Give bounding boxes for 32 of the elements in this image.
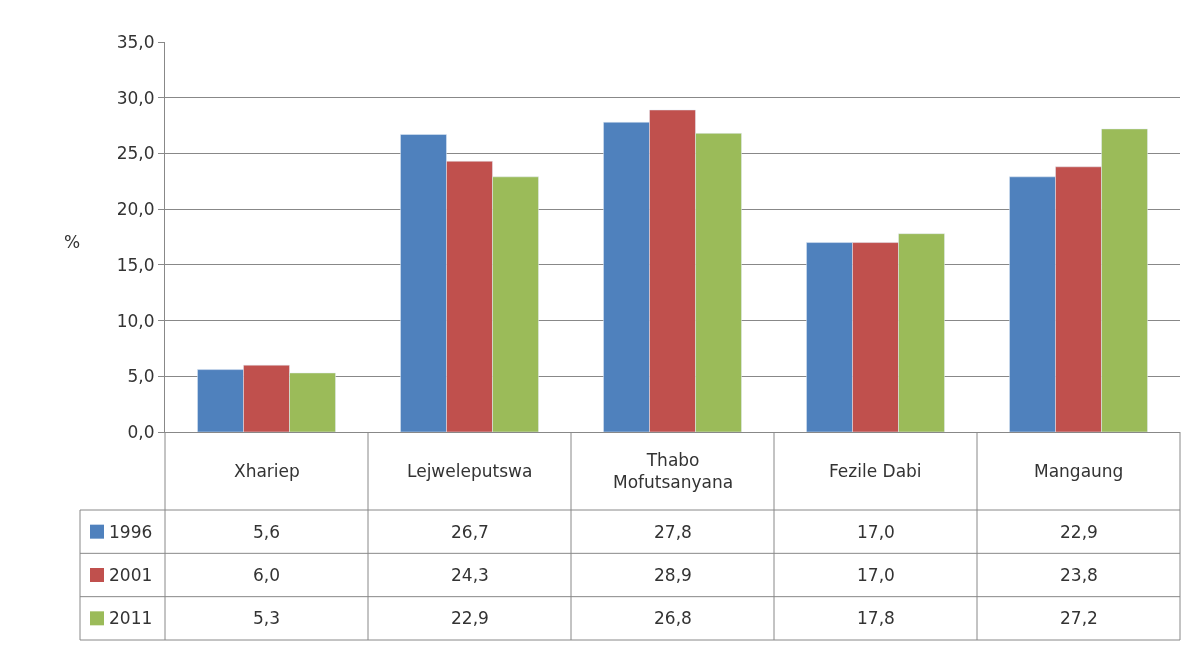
x-tick-label: Thabo Mofutsanyana: [613, 450, 734, 493]
data-label: 5,3: [253, 608, 281, 628]
data-label: 22,9: [1060, 522, 1098, 542]
y-tick-label: 20,0: [116, 199, 155, 220]
data-label: 26,7: [451, 522, 489, 542]
x-tick-label: Xhariep: [234, 461, 300, 481]
data-label: 5,6: [253, 522, 281, 542]
y-tick-label: 35,0: [116, 31, 155, 52]
y-axis-title: %: [64, 232, 81, 252]
legend-label: 1996: [109, 522, 153, 542]
legend-label: 2001: [109, 565, 153, 585]
data-label: 22,9: [451, 608, 489, 628]
y-tick-label: 0,0: [127, 421, 155, 442]
data-label: 17,8: [857, 608, 895, 628]
data-label: 27,2: [1060, 608, 1098, 628]
data-label: 23,8: [1060, 565, 1098, 585]
data-label: 27,8: [654, 522, 692, 542]
x-tick-label: Mangaung: [1034, 461, 1124, 481]
y-tick-label: 10,0: [116, 310, 155, 331]
y-tick-label: 15,0: [116, 254, 155, 275]
data-label: 24,3: [451, 565, 489, 585]
y-tick-label: 30,0: [116, 87, 155, 108]
y-tick-label: 5,0: [127, 366, 155, 387]
data-label: 26,8: [654, 608, 692, 628]
data-label: 6,0: [253, 565, 281, 585]
x-tick-label: Fezile Dabi: [829, 461, 922, 481]
x-tick-label: Lejweleputswa: [407, 461, 533, 481]
legend-label: 2011: [109, 608, 153, 628]
data-label: 28,9: [654, 565, 692, 585]
y-tick-label: 25,0: [116, 143, 155, 164]
data-label: 17,0: [857, 522, 895, 542]
data-label: 17,0: [857, 565, 895, 585]
